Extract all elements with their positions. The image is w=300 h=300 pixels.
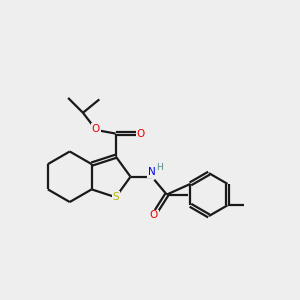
Text: H: H (156, 163, 163, 172)
Text: N: N (148, 167, 156, 177)
Text: O: O (92, 124, 100, 134)
Text: O: O (150, 210, 158, 220)
Text: O: O (137, 129, 145, 139)
Text: S: S (112, 192, 119, 202)
